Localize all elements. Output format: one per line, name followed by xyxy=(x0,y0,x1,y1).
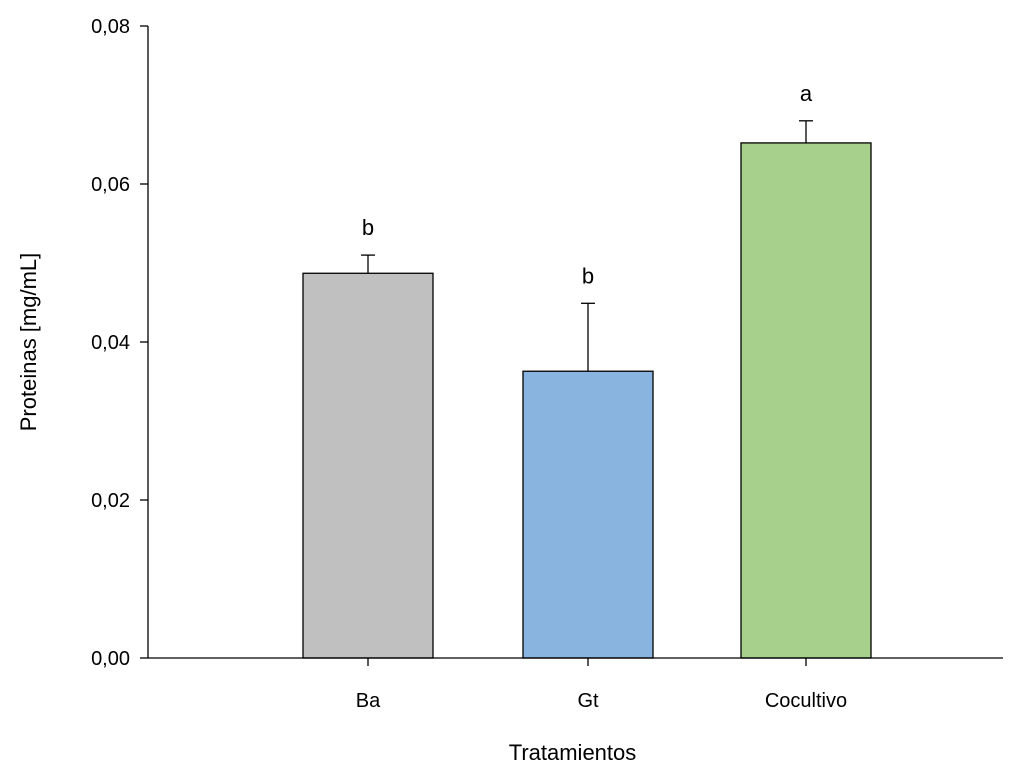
y-tick-label: 0,04 xyxy=(91,332,130,354)
y-tick-label: 0,08 xyxy=(91,16,130,38)
bar-cocultivo xyxy=(740,142,872,659)
y-ticks-layer: 0,00 0,02 0,04 0,06 0,08 xyxy=(91,16,148,670)
significance-labels-layer: b b a xyxy=(362,81,813,288)
y-tick-label: 0,00 xyxy=(91,648,130,670)
significance-label: a xyxy=(800,81,813,106)
y-axis-title: Proteinas [mg/mL] xyxy=(16,253,41,432)
x-tick-label: Gt xyxy=(577,690,599,712)
x-axis-title: Tratamientos xyxy=(509,740,637,765)
x-ticks-layer: Ba Gt Cocultivo xyxy=(356,658,847,712)
x-tick-label: Ba xyxy=(356,690,381,712)
error-bars-layer xyxy=(361,120,813,372)
x-tick-label: Cocultivo xyxy=(765,690,847,712)
bar-gt xyxy=(522,370,654,659)
significance-label: b xyxy=(362,215,374,240)
bar-ba xyxy=(302,272,434,659)
y-tick-label: 0,06 xyxy=(91,174,130,196)
significance-label: b xyxy=(582,263,594,288)
y-tick-label: 0,02 xyxy=(91,490,130,512)
bars-layer xyxy=(302,142,872,659)
